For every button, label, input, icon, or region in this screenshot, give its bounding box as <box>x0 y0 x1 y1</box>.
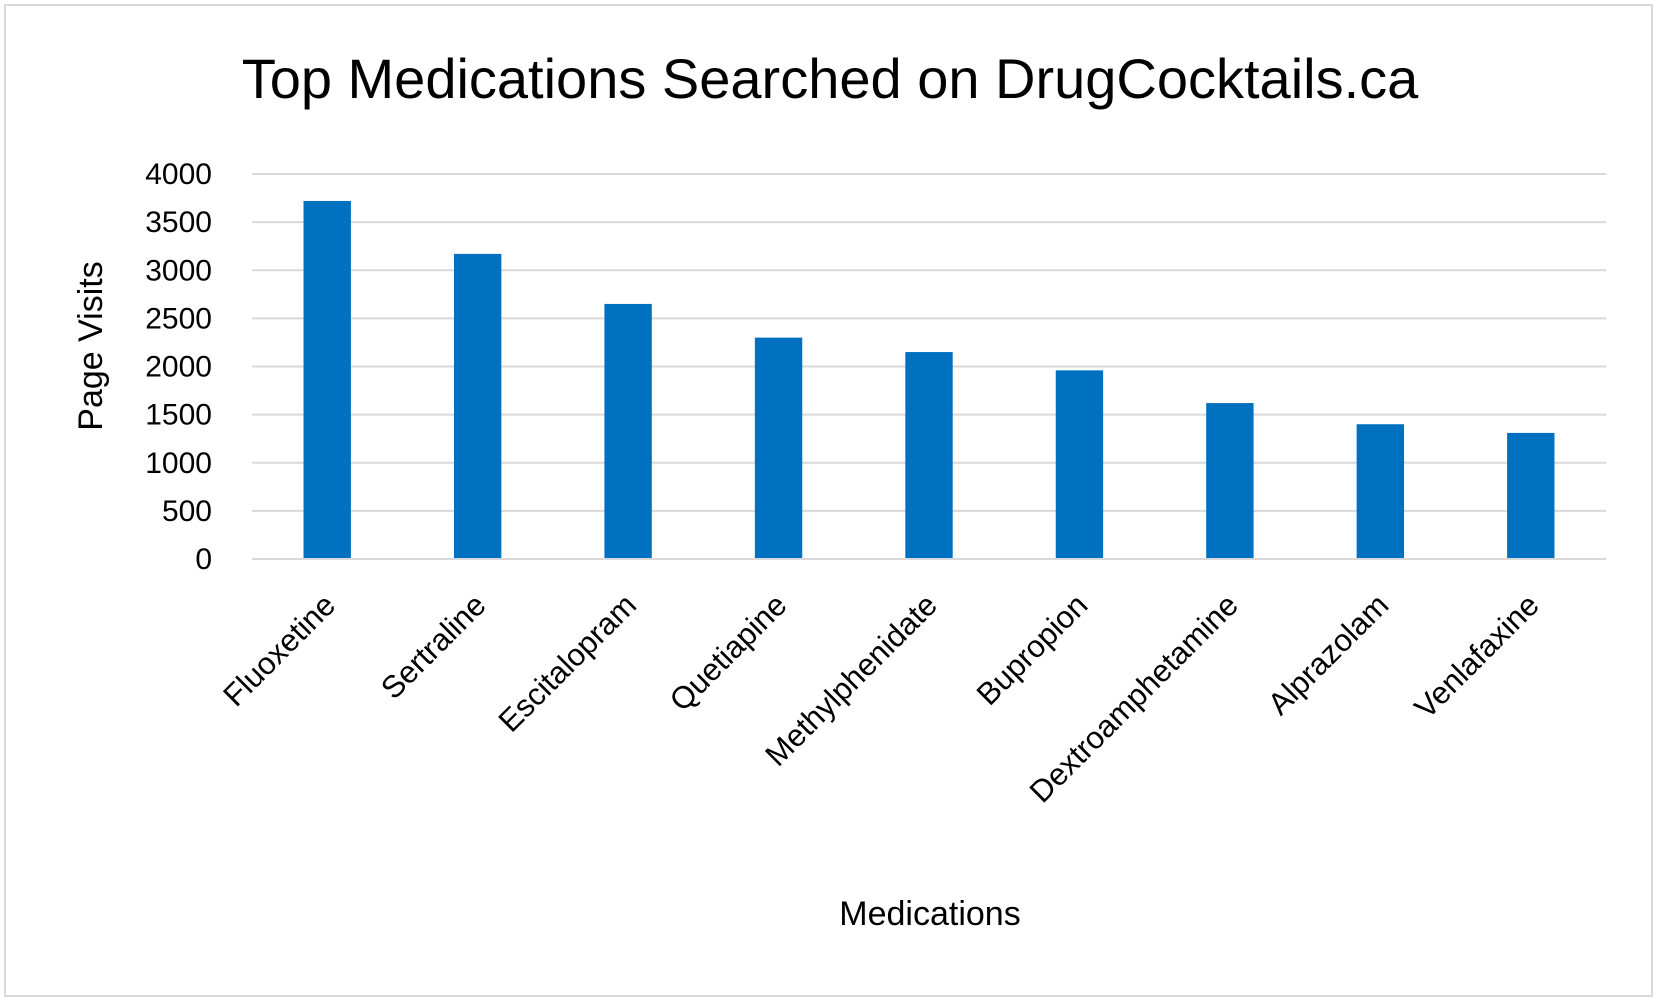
y-tick-label: 500 <box>162 495 212 528</box>
y-tick-label: 4000 <box>145 158 212 191</box>
bar <box>1055 370 1104 559</box>
bar <box>754 337 803 559</box>
y-tick-label: 2000 <box>145 351 212 384</box>
bar <box>604 303 652 559</box>
bar <box>1206 403 1254 559</box>
bar <box>905 352 953 559</box>
y-tick-label: 1000 <box>145 447 212 480</box>
y-tick-label: 1500 <box>145 399 212 432</box>
x-tick-label: Escitalopram <box>492 587 643 738</box>
bars <box>303 200 1555 559</box>
x-axis-title: Medications <box>839 895 1020 933</box>
x-tick-label: Fluoxetine <box>216 587 342 713</box>
bar <box>1356 424 1405 559</box>
x-tick-label: Quetiapine <box>663 587 794 718</box>
x-tick-label: Bupropion <box>970 587 1095 712</box>
x-tick-label: Venlafaxine <box>1408 587 1546 725</box>
y-tick-label: 2500 <box>145 302 212 335</box>
bar <box>303 200 351 559</box>
x-tick-label: Sertraline <box>374 587 493 706</box>
bar <box>453 253 502 559</box>
y-axis-ticks: 0 500 1000 1500 2000 2500 3000 3500 4000 <box>145 158 212 576</box>
y-tick-label: 0 <box>195 543 212 576</box>
bar <box>1507 432 1555 559</box>
y-tick-label: 3000 <box>145 254 212 287</box>
x-tick-label: Alprazolam <box>1261 587 1395 721</box>
y-axis-title: Page Visits <box>72 261 110 430</box>
chart-title: Top Medications Searched on DrugCocktail… <box>242 47 1419 110</box>
y-tick-label: 3500 <box>145 206 212 239</box>
